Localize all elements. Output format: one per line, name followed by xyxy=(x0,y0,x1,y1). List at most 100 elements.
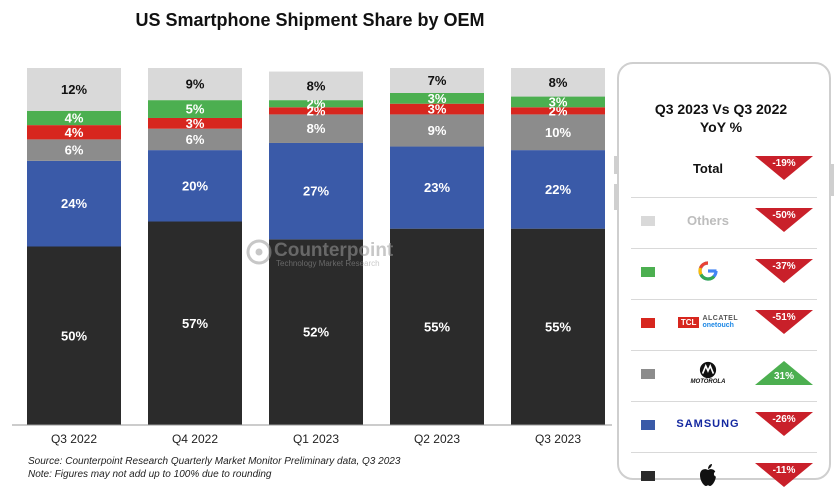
bar-segment-others xyxy=(27,68,121,111)
data-label-others: 8% xyxy=(549,75,568,90)
x-tick-label: Q2 2023 xyxy=(414,432,460,446)
bar-segment-google xyxy=(148,100,242,118)
panel-header-title: Q3 2023 Vs Q3 2022 xyxy=(654,101,788,117)
bar-segment-google xyxy=(27,110,121,126)
x-tick-label: Q3 2022 xyxy=(51,432,97,446)
data-label-samsung: 20% xyxy=(182,178,208,193)
bar-segment-others xyxy=(390,68,484,93)
row-brand-label: Total xyxy=(692,160,724,176)
legend-swatch xyxy=(641,471,655,481)
legend-swatch xyxy=(641,216,655,226)
tcl-logo-text: TCL xyxy=(677,316,700,328)
motorola-logo-text: MOTOROLA xyxy=(690,379,726,385)
yoy-row: Others -50% xyxy=(631,197,817,242)
bar-segment-motorola xyxy=(27,139,121,161)
decrease-indicator: -11% xyxy=(755,463,813,487)
bar-segment-tcl xyxy=(27,125,121,140)
bar-segment-motorola xyxy=(269,114,363,143)
counterpoint-watermark: Counterpoint Technology Market Research xyxy=(246,239,394,268)
legend-swatch xyxy=(641,420,655,430)
bar-segment-apple xyxy=(148,221,242,425)
legend-swatch xyxy=(641,318,655,328)
data-label-samsung: 22% xyxy=(545,182,571,197)
data-label-motorola: 6% xyxy=(186,132,205,147)
bar-segment-motorola xyxy=(511,114,605,151)
bar-segment-tcl xyxy=(390,103,484,115)
yoy-change-value: -26% xyxy=(772,414,795,425)
bar-segment-google xyxy=(390,92,484,104)
yoy-change-value: -50% xyxy=(772,210,795,221)
legend-swatch xyxy=(641,267,655,277)
data-label-motorola: 10% xyxy=(545,125,571,140)
yoy-change-value: -19% xyxy=(772,158,795,169)
bar-segment-samsung xyxy=(269,142,363,240)
stacked-bar-chart: 50%24%6%4%4%12%57%20%6%3%5%9%52%27%8%2%2… xyxy=(12,68,612,446)
bar-segment-tcl xyxy=(148,117,242,129)
triangle-down-icon xyxy=(755,208,813,232)
yoy-row: SAMSUNG -26% xyxy=(631,401,817,446)
data-label-motorola: 9% xyxy=(428,123,447,138)
bar-segment-others xyxy=(511,68,605,97)
watermark-brand: Counterpoint xyxy=(274,240,394,261)
data-label-samsung: 27% xyxy=(303,184,329,199)
yoy-row: TCL ALCATEL onetouch -51% xyxy=(631,299,817,344)
bar-segment-samsung xyxy=(148,150,242,222)
yoy-change-value: 31% xyxy=(774,371,794,382)
bar-segment-samsung xyxy=(390,146,484,229)
triangle-down-icon xyxy=(755,259,813,283)
data-label-apple: 52% xyxy=(303,325,329,340)
data-label-samsung: 24% xyxy=(61,196,87,211)
row-brand xyxy=(663,453,753,497)
source-note: Source: Counterpoint Research Quarterly … xyxy=(28,456,401,467)
triangle-down-icon xyxy=(755,463,813,487)
row-brand: MOTOROLA xyxy=(663,351,753,395)
row-brand: SAMSUNG xyxy=(663,402,753,446)
data-label-motorola: 8% xyxy=(307,121,326,136)
bar-segment-apple xyxy=(269,239,363,425)
triangle-down-icon xyxy=(755,156,813,180)
data-label-others: 8% xyxy=(307,78,326,93)
bar-segment-samsung xyxy=(27,160,121,247)
legend-swatch xyxy=(641,369,655,379)
data-label-tcl: 3% xyxy=(428,102,447,117)
data-label-tcl: 3% xyxy=(186,116,205,131)
onetouch-logo-text: onetouch xyxy=(702,322,734,329)
phone-side-button xyxy=(614,156,617,174)
bar-segment-samsung xyxy=(511,150,605,229)
triangle-up-icon xyxy=(755,361,813,385)
data-label-google: 5% xyxy=(186,102,205,117)
data-label-apple: 55% xyxy=(424,319,450,334)
decrease-indicator: -50% xyxy=(755,208,813,232)
bar-segment-motorola xyxy=(148,128,242,151)
bar-segment-others xyxy=(269,71,363,101)
data-label-apple: 57% xyxy=(182,316,208,331)
data-label-motorola: 6% xyxy=(65,143,84,158)
yoy-row: Total -19% xyxy=(631,146,817,190)
data-label-others: 7% xyxy=(428,73,447,88)
triangle-down-icon xyxy=(755,412,813,436)
yoy-row: MOTOROLA 31% xyxy=(631,350,817,395)
row-brand: Total xyxy=(663,146,753,190)
bar-segment-tcl xyxy=(269,107,363,115)
bar-segment-others xyxy=(148,68,242,101)
row-brand xyxy=(663,249,753,293)
yoy-change-value: -11% xyxy=(773,465,796,476)
apple-logo-icon xyxy=(700,464,719,486)
decrease-indicator: -26% xyxy=(755,412,813,436)
rounding-note: Note: Figures may not add up to 100% due… xyxy=(28,469,272,480)
bar-segment-tcl xyxy=(511,107,605,115)
samsung-logo-icon: SAMSUNG xyxy=(676,418,740,430)
alcatel-logo-text: ALCATEL xyxy=(702,315,739,322)
phone-side-button xyxy=(614,184,617,210)
data-label-google: 4% xyxy=(65,110,84,125)
bar-segment-google xyxy=(511,96,605,108)
google-logo-icon xyxy=(698,261,718,281)
triangle-down-icon xyxy=(755,310,813,334)
data-label-samsung: 23% xyxy=(424,180,450,195)
data-label-google: 3% xyxy=(549,94,568,109)
tcl-alcatel-logo-icon: TCL ALCATEL onetouch xyxy=(677,315,739,329)
yoy-row: -37% xyxy=(631,248,817,293)
bar-segment-google xyxy=(269,100,363,108)
row-brand: Others xyxy=(663,198,753,242)
data-label-tcl: 4% xyxy=(65,125,84,140)
